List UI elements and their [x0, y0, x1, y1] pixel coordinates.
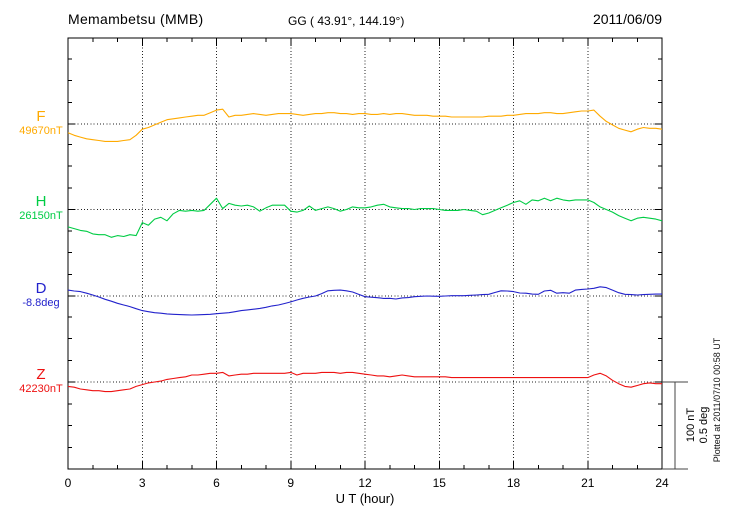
series-letter-Z: Z — [36, 366, 46, 383]
x-tick-label-0: 0 — [64, 476, 72, 490]
series-letter-H: H — [35, 193, 47, 210]
trace-H — [67, 197, 663, 238]
series-label-H: H 26150nT — [10, 194, 72, 222]
x-tick-label-21: 21 — [581, 476, 595, 490]
series-label-Z: Z 42230nT — [10, 367, 72, 395]
station-title: Memambetsu (MMB) — [68, 11, 204, 27]
trace-D — [67, 286, 662, 316]
series-baseline-value-D: -8.8deg — [22, 297, 60, 309]
observation-date: 2011/06/09 — [592, 11, 662, 27]
series-letter-D: D — [35, 280, 47, 297]
x-tick-label-15: 15 — [432, 476, 446, 490]
series-label-F: F 49670nT — [10, 109, 72, 137]
series-baseline-value-H: 26150nT — [19, 210, 63, 222]
scale-bar-nT-label: 100 nT — [685, 407, 697, 443]
trace-Z — [67, 371, 662, 393]
x-tick-label-12: 12 — [358, 476, 372, 490]
x-axis-title: U T (hour) — [335, 491, 395, 506]
geographic-coordinates: GG ( 43.91°, 144.19°) — [288, 14, 405, 28]
series-letter-F: F — [36, 108, 46, 125]
x-tick-label-3: 3 — [138, 476, 146, 490]
series-baseline-value-Z: 42230nT — [19, 383, 63, 395]
scale-bar-label: 100 nT 0.5 deg — [685, 390, 711, 460]
x-tick-label-18: 18 — [506, 476, 521, 490]
x-tick-label-24: 24 — [655, 476, 669, 490]
series-baseline-value-F: 49670nT — [19, 125, 63, 137]
series-label-D: D -8.8deg — [10, 281, 72, 309]
plotted-at-note: Plotted at 2011/07/10 00:58 UT — [712, 337, 722, 463]
x-tick-label-6: 6 — [213, 476, 220, 490]
scale-bar-deg-label: 0.5 deg — [697, 406, 710, 444]
trace-F — [67, 108, 663, 142]
x-tick-label-9: 9 — [287, 476, 295, 490]
